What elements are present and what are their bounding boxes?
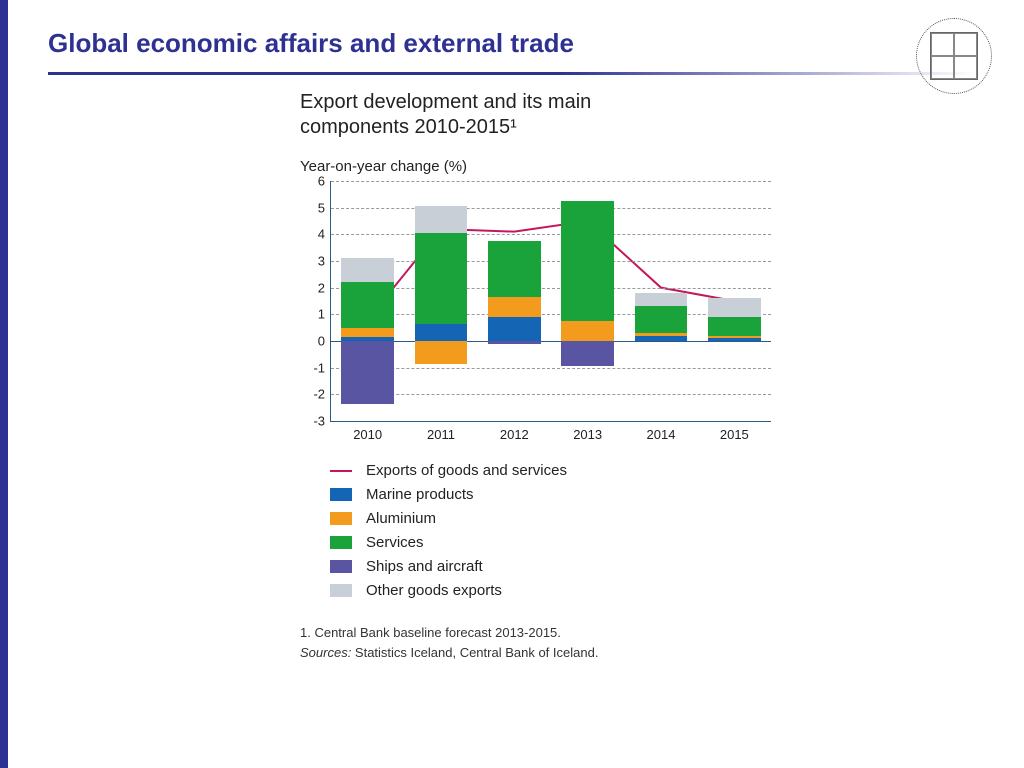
- grid-line: [331, 288, 771, 289]
- xtick-label: 2013: [573, 427, 602, 442]
- bar-seg-other: [415, 206, 468, 233]
- chart-legend: Exports of goods and services Marine prod…: [330, 462, 800, 599]
- xtick-label: 2011: [427, 427, 455, 442]
- ytick-label: 1: [318, 307, 325, 322]
- bar-seg-services: [415, 233, 468, 324]
- chart-title-line2: components 2010-2015¹: [300, 116, 517, 138]
- bar-seg-other: [708, 298, 761, 317]
- chart-title: Export development and its main componen…: [300, 90, 800, 140]
- page-title: Global economic affairs and external tra…: [48, 28, 574, 59]
- xtick-label: 2015: [720, 427, 749, 442]
- xtick-label: 2014: [647, 427, 676, 442]
- bar-seg-aluminium: [341, 328, 394, 337]
- line-series-svg: [331, 181, 771, 421]
- bar-seg-ships: [341, 341, 394, 404]
- legend-label: Aluminium: [366, 510, 436, 527]
- bar-seg-marine: [635, 336, 688, 341]
- legend-swatch: [330, 584, 352, 597]
- ytick-label: -3: [313, 414, 325, 429]
- header-rule: [48, 72, 976, 75]
- ytick-label: 4: [318, 227, 325, 242]
- legend-item: Services: [330, 534, 800, 551]
- sources-line: Sources: Statistics Iceland, Central Ban…: [300, 643, 800, 663]
- chart-plot-area: -3-2-10123456201020112012201320142015: [330, 181, 771, 422]
- ytick-label: 2: [318, 280, 325, 295]
- bar-seg-aluminium: [488, 297, 541, 317]
- bar-seg-ships: [488, 341, 541, 344]
- legend-label: Ships and aircraft: [366, 558, 483, 575]
- ytick-label: 5: [318, 200, 325, 215]
- ytick-label: -2: [313, 387, 325, 402]
- legend-item: Aluminium: [330, 510, 800, 527]
- zero-line: [331, 341, 771, 342]
- bar-seg-marine: [415, 324, 468, 341]
- grid-line: [331, 208, 771, 209]
- bar-seg-services: [488, 241, 541, 297]
- bar-seg-services: [561, 201, 614, 321]
- grid-line: [331, 394, 771, 395]
- ytick-label: 6: [318, 174, 325, 189]
- bar-seg-services: [341, 282, 394, 327]
- legend-label: Marine products: [366, 486, 474, 503]
- xtick-label: 2010: [353, 427, 382, 442]
- bar-seg-aluminium: [415, 341, 468, 364]
- bar-seg-marine: [708, 338, 761, 341]
- ytick-label: 3: [318, 254, 325, 269]
- bar-seg-ships: [561, 341, 614, 366]
- bar-seg-aluminium: [561, 321, 614, 341]
- legend-swatch: [330, 512, 352, 525]
- legend-swatch: [330, 536, 352, 549]
- legend-label: Other goods exports: [366, 582, 502, 599]
- grid-line: [331, 368, 771, 369]
- xtick-label: 2012: [500, 427, 529, 442]
- sources-text: Statistics Iceland, Central Bank of Icel…: [351, 645, 598, 660]
- legend-label: Services: [366, 534, 424, 551]
- bar-seg-aluminium: [708, 336, 761, 339]
- sources-label: Sources:: [300, 645, 351, 660]
- chart-subtitle: Year-on-year change (%): [300, 158, 800, 175]
- grid-line: [331, 234, 771, 235]
- bar-seg-aluminium: [635, 333, 688, 336]
- slide: { "header": { "title": "Global economic …: [0, 0, 1024, 768]
- legend-swatch: [330, 470, 352, 472]
- chart-footnotes: 1. Central Bank baseline forecast 2013-2…: [300, 623, 800, 662]
- bar-seg-other: [341, 258, 394, 282]
- legend-swatch: [330, 560, 352, 573]
- footnote-text: 1. Central Bank baseline forecast 2013-2…: [300, 623, 800, 643]
- legend-swatch: [330, 488, 352, 501]
- bar-seg-services: [708, 317, 761, 336]
- grid-line: [331, 314, 771, 315]
- legend-item: Exports of goods and services: [330, 462, 800, 479]
- sedlabanki-logo: [914, 18, 994, 98]
- legend-item: Marine products: [330, 486, 800, 503]
- bar-seg-other: [635, 293, 688, 306]
- legend-item: Other goods exports: [330, 582, 800, 599]
- bar-seg-marine: [488, 317, 541, 341]
- ytick-label: 0: [318, 334, 325, 349]
- chart-title-line1: Export development and its main: [300, 91, 591, 113]
- ytick-label: -1: [313, 360, 325, 375]
- left-accent-stripe: [0, 0, 8, 768]
- legend-item: Ships and aircraft: [330, 558, 800, 575]
- grid-line: [331, 261, 771, 262]
- legend-label: Exports of goods and services: [366, 462, 567, 479]
- chart-container: Export development and its main componen…: [300, 90, 800, 662]
- slide-header: Global economic affairs and external tra…: [48, 28, 574, 59]
- bar-seg-services: [635, 306, 688, 333]
- grid-line: [331, 181, 771, 182]
